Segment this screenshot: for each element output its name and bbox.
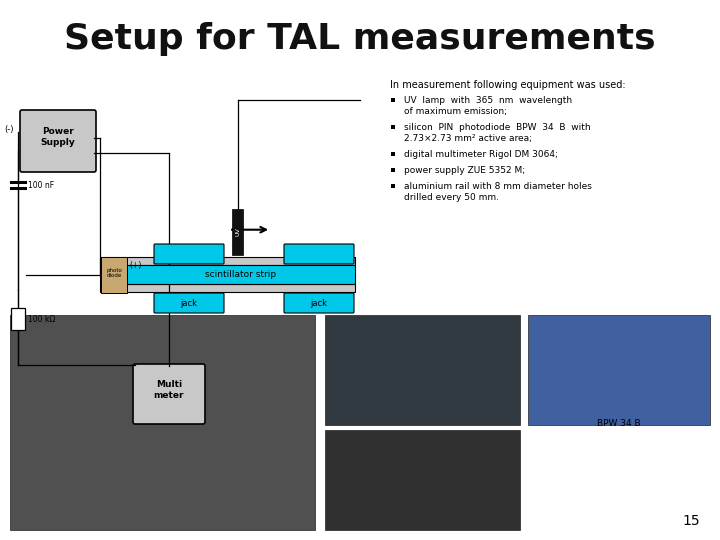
Text: jack: jack	[310, 299, 328, 307]
Text: 2.73×2.73 mm² active area;: 2.73×2.73 mm² active area;	[404, 134, 532, 143]
Text: of maximum emission;: of maximum emission;	[404, 107, 507, 116]
Text: Multi
meter: Multi meter	[154, 380, 184, 400]
Text: photo
diode: photo diode	[106, 268, 122, 279]
Bar	[100, 284, 355, 292]
Text: Power
Supply: Power Supply	[40, 127, 76, 147]
Bar	[391, 152, 395, 156]
FancyBboxPatch shape	[284, 244, 354, 264]
Bar	[391, 168, 395, 172]
Text: BPW 34 B: BPW 34 B	[597, 419, 641, 428]
Text: power supply ZUE 5352 M;: power supply ZUE 5352 M;	[404, 166, 525, 175]
Bar	[528, 315, 710, 425]
FancyBboxPatch shape	[154, 244, 224, 264]
Bar	[100, 265, 355, 284]
Text: scintillator strip: scintillator strip	[204, 270, 276, 279]
Text: digital multimeter Rigol DM 3064;: digital multimeter Rigol DM 3064;	[404, 150, 558, 159]
Bar	[391, 125, 395, 129]
FancyBboxPatch shape	[154, 293, 224, 313]
FancyBboxPatch shape	[133, 364, 205, 424]
Bar	[101, 257, 127, 293]
Text: 100 kΩ: 100 kΩ	[28, 314, 55, 323]
Bar	[100, 257, 355, 265]
Text: (-): (-)	[4, 125, 14, 134]
Text: silicon  PIN  photodiode  BPW  34  B  with: silicon PIN photodiode BPW 34 B with	[404, 123, 590, 132]
FancyBboxPatch shape	[284, 293, 354, 313]
Bar	[325, 430, 520, 530]
Bar	[11, 308, 25, 330]
Bar	[232, 209, 243, 255]
Bar	[10, 315, 315, 530]
Text: UV: UV	[235, 228, 240, 237]
Text: In measurement following equipment was used:: In measurement following equipment was u…	[390, 80, 626, 90]
Text: 15: 15	[683, 514, 700, 528]
Text: aluminium rail with 8 mm diameter holes: aluminium rail with 8 mm diameter holes	[404, 182, 592, 191]
Text: jack: jack	[181, 299, 197, 307]
FancyBboxPatch shape	[20, 110, 96, 172]
Bar	[391, 184, 395, 188]
Text: 100 nF: 100 nF	[28, 180, 54, 190]
Text: UV  lamp  with  365  nm  wavelength: UV lamp with 365 nm wavelength	[404, 96, 572, 105]
Text: (+): (+)	[129, 261, 141, 271]
Bar	[325, 315, 520, 425]
Text: Setup for TAL measurements: Setup for TAL measurements	[64, 22, 656, 56]
Text: drilled every 50 mm.: drilled every 50 mm.	[404, 193, 499, 202]
Bar	[391, 98, 395, 102]
